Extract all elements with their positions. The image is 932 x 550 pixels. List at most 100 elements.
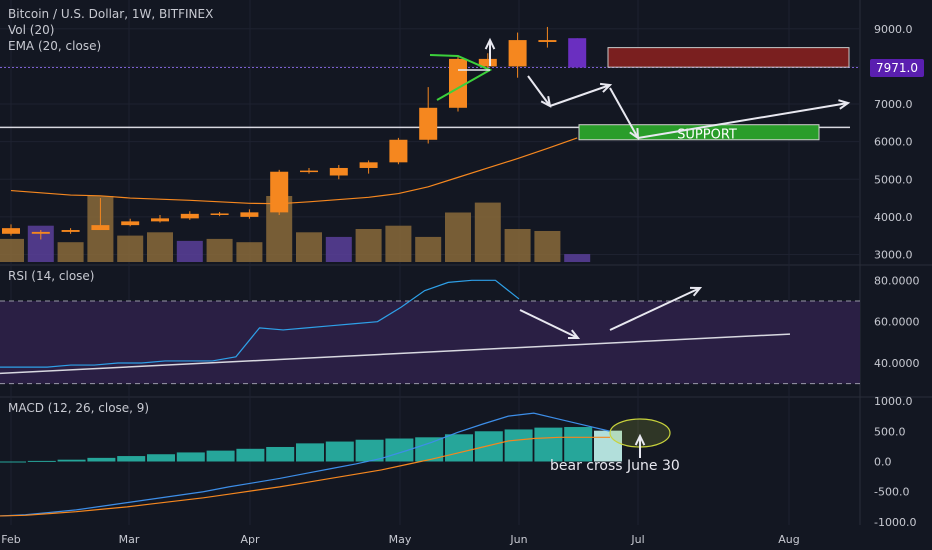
macd-tick-label: 0.0 [874,456,892,469]
rsi-tick-label: 60.0000 [874,316,920,329]
macd-histogram-bar [534,427,563,462]
macd-histogram-bar [57,459,86,462]
macd-tick-label: -1000.0 [874,516,916,529]
price-tick-label: 3000.0 [874,248,913,261]
macd-histogram-bar [206,450,235,462]
candle-body [210,213,229,215]
volume-bar [0,238,24,262]
arrow-up-long [637,102,849,139]
price-tick-label: 9000.0 [874,23,913,36]
volume-bar [117,235,144,262]
volume-bar [474,202,501,262]
macd-histogram-bar [176,452,205,462]
price-tick-label: 6000.0 [874,136,913,149]
macd-histogram-bar [0,461,26,463]
volume-bar [445,212,471,262]
green-wedge [429,54,493,101]
candle-body [478,58,497,67]
macd-histogram-bar [117,456,146,462]
volume-bar [325,236,352,262]
macd-histogram-bar [87,457,116,462]
price-tick-label: 5000.0 [874,173,913,186]
price-panel-title: Bitcoin / U.S. Dollar, 1W, BITFINEX Vol … [8,6,213,54]
x-tick-label-jul: Jul [630,533,644,546]
candle-body [121,221,140,226]
volume-bar [355,229,382,262]
macd-histogram-bar [27,460,56,462]
candle-body [270,171,289,213]
macd-histogram-bar [385,438,414,462]
arrow-down-1 [527,75,551,107]
macd-line [0,412,611,517]
candle-body [31,231,50,234]
x-tick-label-aug: Aug [778,533,799,546]
macd-histogram-bar [147,454,175,462]
x-tick-label-apr: Apr [240,533,260,546]
rsi-panel-title: RSI (14, close) [8,268,94,284]
volume-bar [176,240,203,262]
macd-histogram-bar [474,431,503,462]
rsi-tick-label: 80.0000 [874,274,920,287]
candle-body [151,218,169,222]
signal-line [0,436,610,517]
volume-bar [415,236,442,262]
candle-body [180,213,199,219]
macd-histogram-bar [325,441,354,462]
arrow-up-long-head [838,99,851,110]
current-price-badge: 7971.0 [870,59,924,77]
volume-bar [564,254,591,262]
x-tick-label-may: May [389,533,412,546]
rsi-arrow-up-head [689,286,703,297]
rsi-trendline [0,333,791,375]
bear-cross-annotation: bear cross June 30 [550,458,680,474]
candle-body [61,230,80,232]
arrow-down-2 [609,87,639,139]
rsi-arrow-down-head [567,329,581,340]
candle-body [389,139,408,163]
up-arrow-head [484,37,496,50]
ema-indicator-title: EMA (20, close) [8,39,102,53]
rsi-line [0,279,520,368]
rsi-title: RSI (14, close) [8,269,95,283]
candle-body [449,58,467,108]
volume-bar [385,225,412,262]
resistance-zone [607,47,850,68]
volume-bar [296,232,322,262]
x-tick-label-mar: Mar [119,533,140,546]
volume-bar [147,232,173,262]
x-tick-label-jun: Jun [509,533,527,546]
macd-tick-label: 1000.0 [874,395,913,408]
candle-body [2,228,20,234]
rsi-arrow-up [609,287,701,331]
macd-histogram-bar [594,430,622,462]
volume-indicator-title: Vol (20) [8,23,55,37]
candle-body [240,212,259,217]
candle-body [359,162,378,168]
macd-histogram-bar [564,427,593,462]
candle-body [91,225,110,231]
candle-body [300,170,318,173]
arrow-up-1 [549,84,611,107]
x-tick-label-feb: Feb [1,533,20,546]
macd-title: MACD (12, 26, close, 9) [8,401,150,415]
candle-body [508,40,527,67]
support-zone [578,124,820,141]
ema-line [10,137,578,205]
volume-bar [534,230,561,262]
macd-histogram-bar [445,434,473,462]
rsi-arrow-down [519,309,579,339]
macd-tick-label: -500.0 [874,486,909,499]
macd-panel-title: MACD (12, 26, close, 9) [8,400,149,416]
macd-histogram-bar [355,439,384,462]
candle-body [329,167,348,176]
price-tick-label: 7000.0 [874,98,913,111]
macd-histogram-bar [266,446,295,462]
candle-body [538,40,557,42]
volume-bar [504,229,531,262]
macd-histogram-bar [296,443,324,462]
rsi-tick-label: 40.0000 [874,357,920,370]
volume-bar [57,242,84,262]
macd-histogram-bar [236,448,265,462]
macd-tick-label: 500.0 [874,425,906,438]
